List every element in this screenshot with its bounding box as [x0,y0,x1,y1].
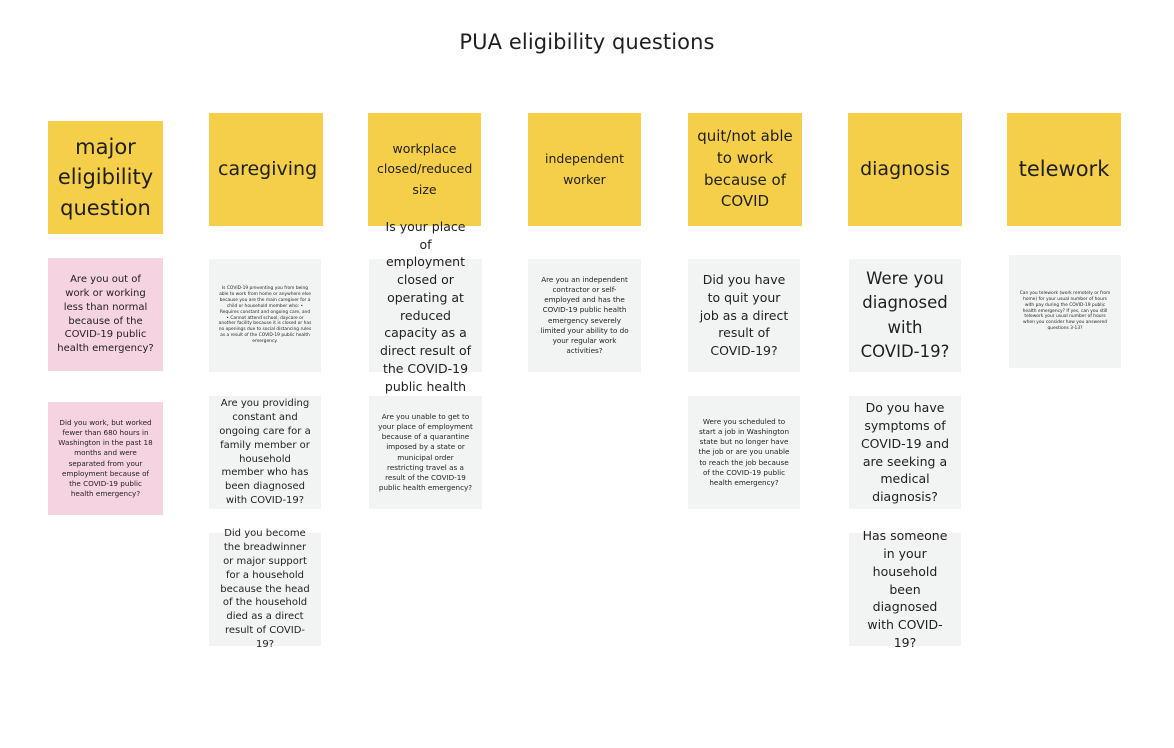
header-caregiving[interactable]: caregiving [209,113,323,226]
question-text: Do you have symptoms of COVID-19 and are… [860,400,950,504]
question-card-workplace-closed[interactable]: Is your place of employment closed or op… [369,219,482,411]
question-text: Did you have to quit your job as a direc… [699,272,789,359]
question-text: Are you an independent contractor or sel… [540,275,629,355]
header-diagnosis[interactable]: diagnosis [848,113,962,226]
question-card-household-diagnosed[interactable]: Has someone in your household been diagn… [849,528,961,650]
question-text: Are you unable to get to your place of e… [378,412,473,492]
question-card-680-hours[interactable]: Did you work, but worked fewer than 680 … [48,402,163,515]
question-card-quarantine[interactable]: Are you unable to get to your place of e… [369,396,482,509]
board-title: PUA eligibility questions [459,30,715,54]
header-major-eligibility[interactable]: major eligibility question [48,121,163,234]
question-text: Were you diagnosed with COVID-19? [860,268,950,361]
header-label: diagnosis [860,158,950,181]
question-text: Has someone in your household been diagn… [862,528,948,650]
header-label: caregiving [218,158,318,181]
question-text: Can you telework (work remotely or from … [1019,290,1111,332]
question-card-independent-contractor[interactable]: Are you an independent contractor or sel… [528,259,641,372]
question-card-scheduled-job[interactable]: Were you scheduled to start a job in Was… [688,396,800,509]
header-label: major eligibility question [57,134,154,220]
question-card-quit-job[interactable]: Did you have to quit your job as a direc… [688,259,800,372]
question-text: Did you become the breadwinner or major … [220,528,310,650]
question-text: Is your place of employment closed or op… [379,218,472,412]
header-telework[interactable]: telework [1007,113,1121,226]
question-card-diagnosed[interactable]: Were you diagnosed with COVID-19? [849,259,961,372]
question-card-telework[interactable]: Can you telework (work remotely or from … [1009,255,1121,368]
header-workplace-closed[interactable]: workplace closed/reduced size [368,113,481,226]
header-label: telework [1018,157,1110,182]
header-quit-not-able-to-work[interactable]: quit/not able to work because of COVID [688,113,802,226]
question-card-caregiver[interactable]: Is COVID-19 preventing you from being ab… [209,259,321,372]
header-label: quit/not able to work because of COVID [697,127,793,211]
question-text: Are you providing constant and ongoing c… [219,398,311,506]
question-card-symptoms[interactable]: Do you have symptoms of COVID-19 and are… [849,396,961,509]
question-card-ongoing-care[interactable]: Are you providing constant and ongoing c… [209,396,321,509]
question-text: Were you scheduled to start a job in Was… [698,417,790,487]
question-card-out-of-work[interactable]: Are you out of work or working less than… [48,258,163,371]
header-independent-worker[interactable]: independent worker [528,113,641,226]
header-label: independent worker [544,150,625,187]
question-card-breadwinner[interactable]: Did you become the breadwinner or major … [209,528,321,650]
question-text: Did you work, but worked fewer than 680 … [58,418,153,498]
question-text: Is COVID-19 preventing you from being ab… [218,285,312,345]
header-label: workplace closed/reduced size [377,140,473,197]
question-text: Are you out of work or working less than… [57,274,154,355]
